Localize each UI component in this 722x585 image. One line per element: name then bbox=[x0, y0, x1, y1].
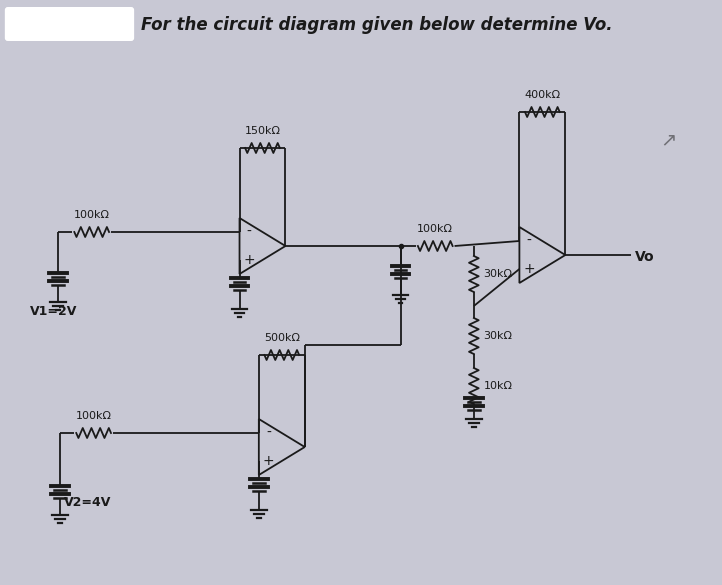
Text: 30kΩ: 30kΩ bbox=[484, 269, 513, 279]
Text: Vo: Vo bbox=[635, 250, 654, 264]
Text: +: + bbox=[263, 454, 274, 468]
Text: 100kΩ: 100kΩ bbox=[417, 224, 453, 234]
Text: V2=4V: V2=4V bbox=[64, 495, 111, 508]
Text: +: + bbox=[243, 253, 255, 267]
Text: V1=2V: V1=2V bbox=[30, 305, 78, 318]
Text: ↗: ↗ bbox=[661, 130, 677, 150]
Text: 100kΩ: 100kΩ bbox=[74, 210, 110, 220]
Text: 10kΩ: 10kΩ bbox=[484, 381, 513, 391]
Text: For the circuit diagram given below determine Vo.: For the circuit diagram given below dete… bbox=[141, 16, 612, 34]
Text: +: + bbox=[523, 262, 535, 276]
Text: 150kΩ: 150kΩ bbox=[245, 126, 280, 136]
Text: 500kΩ: 500kΩ bbox=[264, 333, 300, 343]
Text: -: - bbox=[526, 234, 531, 248]
Text: -: - bbox=[266, 426, 271, 440]
Text: 400kΩ: 400kΩ bbox=[524, 90, 560, 100]
Text: 100kΩ: 100kΩ bbox=[76, 411, 112, 421]
Text: 30kΩ: 30kΩ bbox=[484, 331, 513, 341]
Text: -: - bbox=[247, 225, 251, 239]
FancyBboxPatch shape bbox=[5, 7, 134, 41]
